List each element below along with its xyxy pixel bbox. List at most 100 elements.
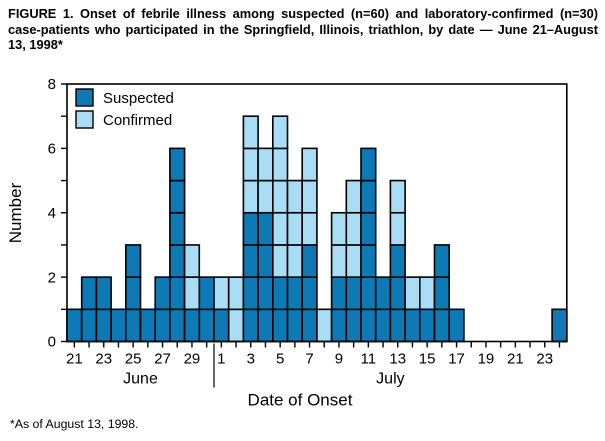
case-box-suspected (257, 211, 274, 246)
case-box-confirmed (227, 276, 245, 311)
case-box-suspected (360, 308, 377, 343)
x-tick-label: 17 (448, 351, 465, 368)
case-box-suspected (154, 276, 171, 311)
x-tick-label: 7 (305, 351, 313, 368)
y-tick-label: 4 (48, 205, 56, 222)
case-box-suspected (433, 244, 450, 278)
x-tick-label: 3 (247, 351, 255, 368)
case-box-confirmed (183, 244, 201, 278)
y-tick-label: 0 (48, 334, 56, 351)
x-tick-label: 1 (217, 351, 225, 368)
case-box-suspected (257, 244, 274, 278)
case-box-confirmed (242, 115, 259, 150)
legend: Suspected Confirmed (75, 88, 174, 129)
case-box-suspected (169, 179, 186, 214)
case-box-suspected (125, 308, 142, 343)
case-box-suspected (242, 244, 259, 278)
case-box-confirmed (286, 244, 303, 278)
case-box-suspected (301, 276, 318, 311)
case-box-confirmed (257, 147, 274, 182)
case-box-confirmed (271, 211, 289, 246)
case-box-confirmed (257, 179, 274, 214)
case-box-confirmed (345, 179, 362, 214)
x-axis-title: Date of Onset (248, 391, 353, 410)
x-tick-label: 21 (507, 351, 524, 368)
case-box-suspected (169, 276, 186, 311)
x-tick-label: 29 (184, 351, 201, 368)
case-box-suspected (433, 276, 450, 311)
case-box-suspected (301, 308, 318, 343)
case-box-confirmed (330, 211, 348, 246)
x-tick-label: 23 (536, 351, 553, 368)
case-box-suspected (139, 308, 156, 343)
x-tick-label: 19 (478, 351, 495, 368)
case-box-suspected (242, 211, 259, 246)
x-tick-label: 9 (335, 351, 343, 368)
x-tick-label: 5 (276, 351, 284, 368)
case-box-suspected (374, 276, 392, 311)
case-box-suspected (257, 276, 274, 311)
case-box-suspected (418, 308, 436, 343)
case-box-suspected (345, 308, 362, 343)
case-box-confirmed (286, 179, 303, 214)
case-box-confirmed (301, 211, 318, 246)
legend-swatch-suspected (75, 88, 94, 107)
case-box-suspected (198, 308, 215, 343)
case-box-suspected (169, 211, 186, 246)
case-box-suspected (374, 308, 392, 343)
case-box-confirmed (286, 211, 303, 246)
case-box-suspected (360, 276, 377, 311)
case-box-confirmed (389, 179, 406, 214)
figure-footnote: *As of August 13, 1998. (10, 417, 139, 431)
case-box-suspected (95, 308, 112, 343)
case-box-suspected (169, 244, 186, 278)
case-box-suspected (389, 244, 406, 278)
x-tick-label: 23 (95, 351, 112, 368)
case-box-suspected (360, 179, 377, 214)
case-box-suspected (169, 308, 186, 343)
case-box-suspected (360, 147, 377, 182)
case-box-confirmed (389, 211, 406, 246)
case-box-confirmed (242, 179, 259, 214)
case-box-suspected (360, 244, 377, 278)
case-box-suspected (154, 308, 171, 343)
case-box-suspected (271, 276, 289, 311)
case-box-suspected (257, 308, 274, 343)
y-axis: 0 2 4 6 8 (48, 76, 67, 351)
case-box-suspected (330, 276, 348, 311)
case-box-suspected (80, 276, 98, 311)
legend-swatch-confirmed (75, 110, 94, 129)
case-box-suspected (242, 308, 259, 343)
y-tick-label: 6 (48, 141, 56, 158)
x-tick-label: 11 (361, 351, 377, 368)
case-box-suspected (330, 308, 348, 343)
case-box-confirmed (301, 147, 318, 182)
case-box-suspected (271, 308, 289, 343)
y-tick-label: 2 (48, 269, 56, 286)
x-tick-label: 15 (419, 351, 436, 368)
month-label: June (123, 371, 158, 388)
case-box-suspected (125, 276, 142, 311)
case-box-confirmed (418, 276, 436, 311)
case-box-confirmed (271, 179, 289, 214)
case-box-confirmed (242, 147, 259, 182)
case-box-suspected (551, 308, 568, 343)
case-box-suspected (389, 276, 406, 311)
case-box-suspected (301, 244, 318, 278)
case-box-confirmed (345, 211, 362, 246)
case-box-confirmed (316, 308, 333, 343)
case-bars (66, 115, 568, 343)
legend-label-suspected: Suspected (103, 90, 174, 107)
case-box-confirmed (227, 308, 245, 343)
case-box-suspected (286, 276, 303, 311)
x-tick-label: 13 (389, 351, 406, 368)
case-box-confirmed (183, 276, 201, 311)
case-box-suspected (183, 308, 201, 343)
case-box-suspected (213, 308, 230, 343)
case-box-suspected (80, 308, 98, 343)
case-box-confirmed (271, 147, 289, 182)
x-tick-label: 27 (154, 351, 171, 368)
case-box-suspected (360, 211, 377, 246)
